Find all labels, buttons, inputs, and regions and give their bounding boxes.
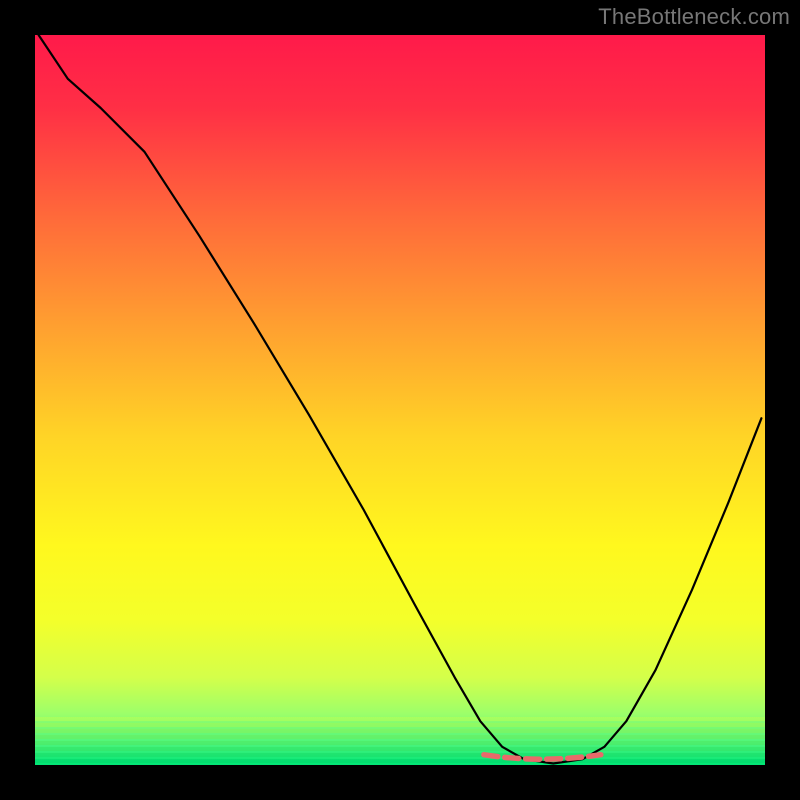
bottom-stripe [35, 729, 765, 733]
bottom-stripe [35, 759, 765, 763]
bottom-stripe [35, 741, 765, 745]
watermark-text: TheBottleneck.com [598, 4, 790, 30]
bottom-stripe [35, 717, 765, 721]
bottom-stripe [35, 723, 765, 727]
gradient-background [35, 35, 765, 765]
bottom-stripe [35, 735, 765, 739]
bottom-stripe [35, 753, 765, 757]
bottom-stripe [35, 747, 765, 751]
chart-frame: TheBottleneck.com [0, 0, 800, 800]
bottleneck-chart-svg [0, 0, 800, 800]
